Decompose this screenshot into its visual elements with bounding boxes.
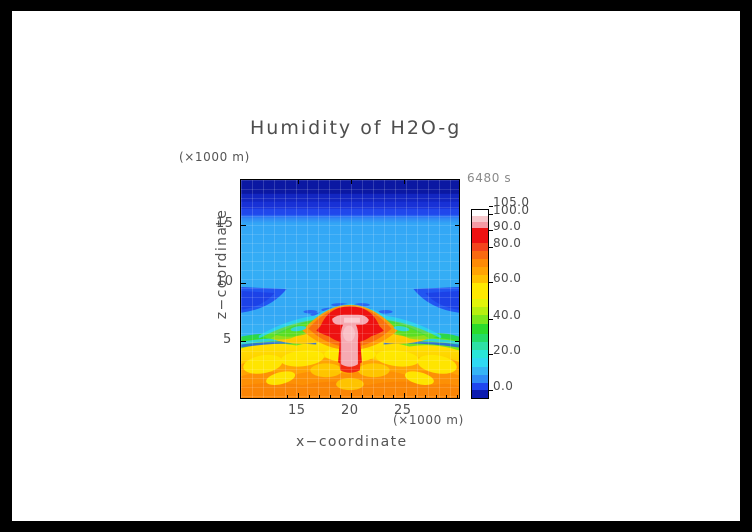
colorbar-band	[472, 227, 488, 244]
x-minor-tick-mark	[329, 395, 331, 398]
colorbar-tick-label: 40.0	[493, 308, 522, 322]
x-minor-tick-mark	[393, 395, 395, 398]
colorbar-tick-label: 105.0	[493, 195, 530, 209]
x-minor-tick-mark	[414, 395, 416, 398]
x-tick-label: 25	[394, 403, 412, 418]
colorbar-band	[472, 215, 488, 223]
colorbar-tick-mark	[489, 214, 493, 215]
plot-canvas: Humidity of H2O-g (×1000 m) 6480 s (×100…	[12, 11, 740, 521]
y-tick-mark	[455, 225, 459, 226]
x-tick-mark	[404, 180, 405, 184]
y-axis-units-label: (×1000 m)	[179, 150, 250, 164]
colorbar-tick-label: 90.0	[493, 219, 522, 233]
x-minor-tick-mark	[446, 395, 448, 398]
colorbar-band	[472, 258, 488, 268]
timestamp-label: 6480 s	[467, 171, 512, 185]
colorbar-tick-mark	[489, 319, 493, 320]
colorbar-band	[472, 210, 488, 217]
x-minor-tick-mark	[319, 395, 321, 398]
x-minor-tick-mark	[340, 395, 342, 398]
y-tick-mark	[455, 283, 459, 284]
x-minor-tick-mark	[287, 395, 289, 398]
x-minor-tick-mark	[435, 395, 437, 398]
colorbar-tick-mark	[489, 354, 493, 355]
x-tick-label: 15	[288, 403, 306, 418]
colorbar-band	[472, 382, 488, 391]
colorbar-tick-label: 20.0	[493, 343, 522, 357]
colorbar-band	[472, 242, 488, 252]
heatmap-plot-area	[240, 179, 460, 399]
x-minor-tick-mark	[457, 395, 458, 398]
x-tick-mark	[298, 393, 299, 398]
colorbar-band	[472, 315, 488, 324]
colorbar-band	[472, 341, 488, 351]
x-minor-tick-mark	[361, 395, 363, 398]
colorbar-tick-mark	[489, 230, 493, 231]
x-tick-label: 20	[341, 403, 359, 418]
x-axis-title: x−coordinate	[296, 434, 408, 450]
y-tick-label: 15	[216, 216, 234, 231]
x-axis-units-label: (×1000 m)	[393, 413, 464, 427]
page-title: Humidity of H2O-g	[250, 117, 462, 139]
x-tick-mark	[404, 393, 405, 398]
colorbar-band	[472, 283, 488, 300]
colorbar-band	[472, 250, 488, 260]
colorbar-tick-label: 100.0	[493, 203, 530, 217]
y-tick-mark	[455, 341, 459, 342]
colorbar-tick-mark	[489, 247, 493, 248]
colorbar-tick-mark	[489, 206, 493, 207]
colorbar-band	[472, 266, 488, 276]
colorbar-band	[472, 374, 488, 384]
x-tick-mark	[298, 180, 299, 184]
colorbar-tick-mark	[489, 390, 493, 391]
y-tick-mark	[241, 341, 246, 342]
y-tick-label: 5	[223, 332, 232, 347]
colorbar-tick-mark	[489, 282, 493, 283]
x-tick-mark	[351, 393, 352, 398]
colorbar-band	[472, 390, 488, 398]
colorbar-band	[472, 221, 488, 229]
y-tick-mark	[241, 225, 246, 226]
colorbar-tick-label: 60.0	[493, 271, 522, 285]
x-minor-tick-mark	[382, 395, 384, 398]
colorbar-band	[472, 307, 488, 316]
x-minor-tick-mark	[372, 395, 374, 398]
colorbar-band	[472, 299, 488, 308]
colorbar-band	[472, 357, 488, 368]
colorbar-band	[472, 275, 488, 284]
colorbar	[471, 209, 489, 399]
colorbar-band	[472, 333, 488, 343]
humidity-field	[241, 180, 459, 398]
x-minor-tick-mark	[308, 395, 310, 398]
x-minor-tick-mark	[425, 395, 427, 398]
colorbar-band	[472, 366, 488, 376]
y-tick-label: 10	[216, 274, 234, 289]
y-tick-mark	[241, 283, 246, 284]
colorbar-tick-label: 0.0	[493, 379, 514, 393]
colorbar-band	[472, 349, 488, 359]
colorbar-tick-label: 80.0	[493, 236, 522, 250]
x-tick-mark	[351, 180, 352, 184]
colorbar-band	[472, 323, 488, 334]
